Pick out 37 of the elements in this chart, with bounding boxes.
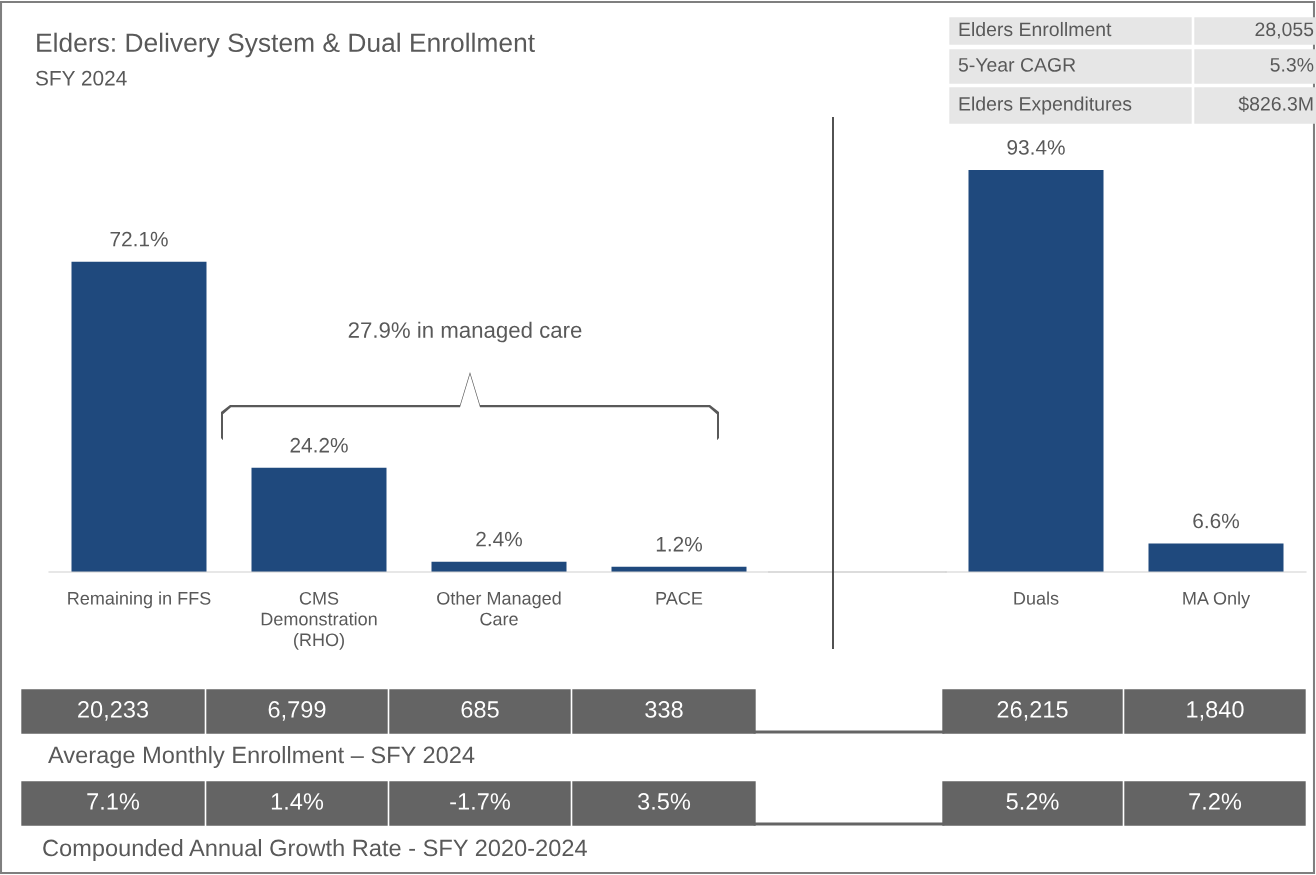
text: 5.2% [1006,793,1059,810]
text: 7.1% [87,793,140,810]
text: 6,799 [268,701,326,721]
text: $826.3M [1238,96,1313,112]
chart-title: Elders: Delivery System & Dual Enrollment [37,32,535,58]
data-label: 72.1% [110,231,168,247]
data-label: 24.2% [290,437,348,453]
text: 28,055 [1255,22,1314,39]
text: 1.4% [271,793,324,810]
text: Elders Expenditures [959,96,1132,115]
text: Elders Enrollment [959,21,1112,37]
x-tick-label: Other Managed Care [437,591,561,626]
x-tick-label: MA Only [1183,591,1251,609]
text: Average Monthly Enrollment – SFY 2024 [48,745,475,769]
data-label: 2.4% [476,531,522,547]
bar [71,261,207,572]
bar [251,467,387,572]
text: -1.7% [450,793,510,810]
text: Compounded Annual Growth Rate - SFY 2020-2024 [43,838,587,862]
text: 20,233 [78,701,149,721]
annotation: 27.9% in managed care [348,321,582,343]
x-tick-label: PACE [656,591,703,605]
data-label: 93.4% [1007,140,1065,155]
data-label: 6.6% [1193,513,1239,529]
text: 5-Year CAGR [958,57,1076,72]
x-tick-label: Remaining in FFS [68,591,211,609]
x-tick-label: Duals [1014,591,1059,605]
text: 685 [461,701,499,718]
text: 338 [645,701,683,718]
chart-subtitle: SFY 2024 [35,70,127,86]
data-label: 1.2% [656,536,702,552]
text: 5.3% [1270,57,1314,72]
text: 1,840 [1187,701,1244,721]
text: 3.5% [637,793,691,810]
x-tick-label: CMS Demonstration (RHO) [261,591,377,650]
text: 26,215 [997,701,1068,721]
text: 7.2% [1189,793,1242,810]
